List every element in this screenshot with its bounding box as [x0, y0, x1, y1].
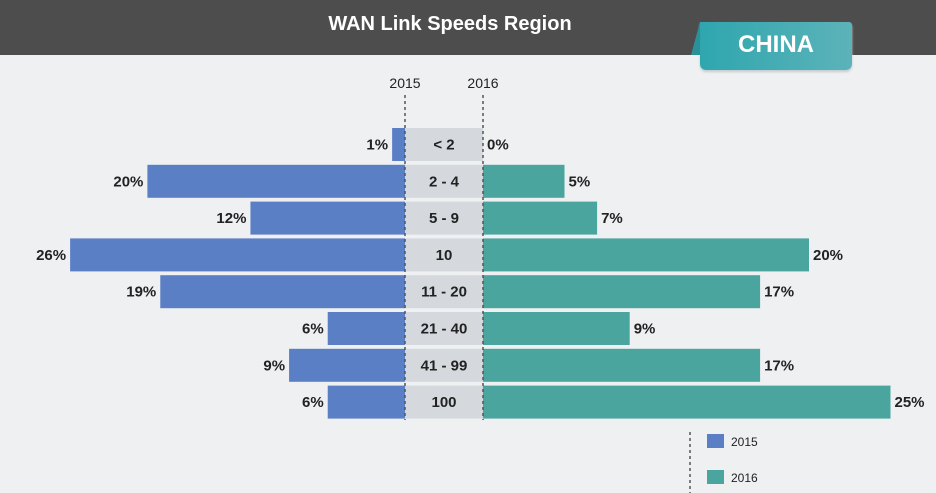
- chart-title: WAN Link Speeds Region: [328, 13, 572, 35]
- category-label: 41 - 99: [421, 357, 468, 374]
- category-band: [405, 385, 483, 419]
- category-label: 21 - 40: [421, 321, 468, 338]
- axis-label-2015: 2015: [389, 75, 420, 91]
- data-label-2015: 12%: [216, 210, 246, 227]
- legend-swatch-2016: [707, 470, 724, 484]
- bar-2015: [392, 128, 405, 161]
- category-label: 10: [436, 247, 453, 264]
- bar-2016: [483, 348, 761, 382]
- data-label-2016: 25%: [895, 394, 925, 411]
- category-band: [405, 238, 483, 272]
- data-label-2016: 17%: [764, 284, 794, 301]
- bar-2015: [250, 201, 405, 235]
- data-label-2016: 7%: [601, 210, 623, 227]
- bar-2015: [327, 385, 405, 419]
- bar-2015: [147, 164, 405, 198]
- data-label-2015: 6%: [302, 394, 324, 411]
- data-label-2015: 6%: [302, 321, 324, 338]
- data-label-2016: 5%: [569, 173, 591, 190]
- bar-2015: [327, 312, 405, 345]
- category-band: [405, 201, 483, 235]
- bar-2016: [483, 312, 630, 345]
- category-label: < 2: [433, 137, 454, 154]
- category-label: 5 - 9: [429, 210, 459, 227]
- category-band: [405, 312, 483, 345]
- category-band: [405, 128, 483, 161]
- data-label-2016: 20%: [813, 247, 843, 264]
- category-label: 100: [431, 394, 456, 411]
- bar-2016: [483, 238, 809, 272]
- legend-label-2015: 2015: [731, 435, 758, 449]
- legend-swatch-2015: [707, 434, 724, 448]
- data-label-2015: 26%: [36, 247, 66, 264]
- category-label: 2 - 4: [429, 173, 460, 190]
- bar-2016: [483, 275, 761, 309]
- data-label-2016: 9%: [634, 321, 656, 338]
- bar-2016: [483, 164, 565, 198]
- category-band: [405, 164, 483, 198]
- data-label-2016: 17%: [764, 357, 794, 374]
- bar-2016: [483, 385, 891, 419]
- bar-2016: [483, 201, 598, 235]
- data-label-2015: 9%: [263, 357, 285, 374]
- category-label: 11 - 20: [421, 284, 467, 301]
- data-label-2015: 19%: [126, 284, 156, 301]
- bar-2015: [70, 238, 406, 272]
- bar-2015: [160, 275, 405, 309]
- region-badge: CHINA: [691, 22, 852, 70]
- bar-2015: [289, 348, 405, 382]
- data-label-2015: 20%: [113, 173, 143, 190]
- category-band: [405, 348, 483, 382]
- data-label-2016: 0%: [487, 137, 509, 154]
- data-label-2015: 1%: [366, 137, 388, 154]
- legend-label-2016: 2016: [731, 471, 758, 485]
- axis-label-2016: 2016: [467, 75, 498, 91]
- category-band: [405, 275, 483, 309]
